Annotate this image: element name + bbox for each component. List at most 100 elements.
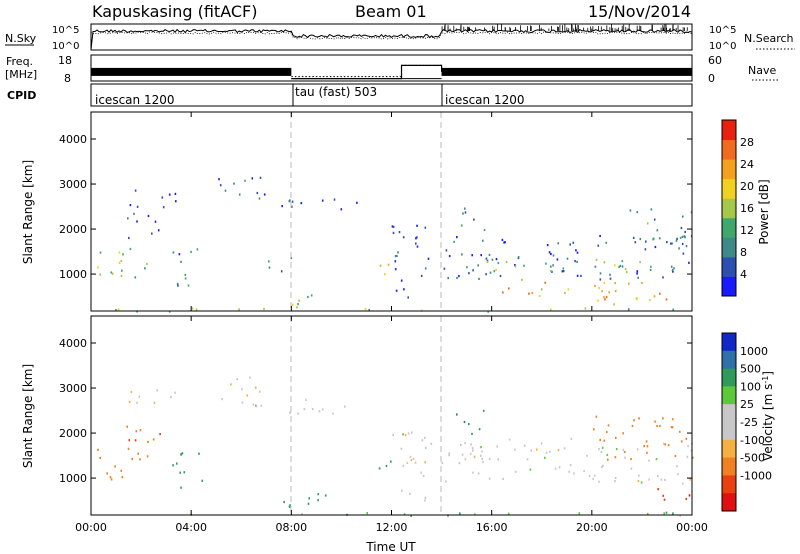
power-colorbar-swatch — [722, 139, 736, 160]
velocity-colorbar-label-main: Velocity [m s — [761, 384, 775, 461]
power-cell — [517, 256, 520, 259]
velocity-cell — [664, 443, 667, 446]
power-cell — [478, 277, 480, 280]
power-cell — [495, 258, 498, 261]
power-cell — [445, 249, 448, 252]
velocity-cell — [685, 497, 688, 501]
velocity-cell — [258, 390, 261, 393]
frequency-tick-bottom: 8 — [64, 72, 71, 85]
nave-tick-bottom: 0 — [708, 72, 715, 85]
power-cell — [636, 272, 638, 275]
power-cell — [605, 295, 608, 299]
velocity-cell — [469, 452, 472, 455]
power-colorbar-swatch — [722, 159, 736, 180]
power-cell — [608, 291, 610, 294]
velocity-cell — [392, 433, 394, 436]
velocity-data-cells — [97, 376, 694, 517]
velocity-cell — [676, 465, 678, 468]
power-cell — [392, 225, 395, 228]
velocity-cell — [607, 458, 609, 461]
velocity-cell — [424, 436, 426, 439]
power-cell — [268, 260, 270, 263]
power-cell — [460, 224, 463, 227]
velocity-cell — [662, 417, 664, 420]
velocity-cell — [630, 467, 633, 470]
frequency-step — [291, 64, 443, 80]
power-cell — [298, 299, 300, 302]
power-cell — [485, 257, 488, 260]
velocity-cell — [637, 479, 640, 483]
velocity-cell — [601, 446, 604, 449]
velocity-cell — [390, 460, 392, 463]
noise-right-label: N.Search — [744, 32, 794, 45]
station-title: Kapuskasing (fitACF) — [92, 2, 257, 21]
velocity-cell — [679, 514, 681, 517]
power-cell — [628, 282, 630, 285]
power-cell — [218, 178, 220, 181]
velocity-cell — [458, 462, 461, 465]
cpid-label: CPID — [7, 89, 36, 102]
power-cell — [491, 258, 494, 261]
velocity-cell — [563, 447, 566, 450]
velocity-cell — [643, 445, 645, 448]
velocity-cell — [471, 447, 474, 450]
velocity-cell — [430, 442, 433, 445]
power-cell — [561, 270, 564, 273]
velocity-cell — [482, 461, 484, 464]
power-cell — [424, 226, 427, 229]
velocity-cell — [198, 452, 200, 455]
power-cell — [485, 273, 487, 276]
power-cell — [528, 292, 530, 295]
velocity-cell — [110, 478, 113, 481]
power-y-ticks: 1000 2000 3000 4000 — [59, 133, 692, 281]
y-tick-label: 4000 — [59, 133, 87, 146]
velocity-cell — [172, 464, 174, 467]
power-colorbar-swatch — [722, 217, 736, 238]
velocity-cell — [441, 461, 444, 464]
power-cell — [238, 308, 240, 311]
power-cell — [238, 193, 241, 196]
power-cell — [580, 274, 582, 277]
velocity-cell — [601, 466, 603, 469]
power-cell — [576, 251, 579, 254]
power-cell — [462, 212, 464, 215]
power-cell — [503, 241, 505, 244]
velocity-cell — [460, 443, 462, 446]
power-cell — [473, 218, 475, 221]
power-cell — [598, 286, 600, 290]
noise-panel: N.Sky 10^5 10^0 10^5 10^0 N.Search — [5, 23, 795, 52]
power-cell — [115, 308, 117, 312]
power-cell — [121, 269, 123, 272]
power-cell — [134, 276, 137, 279]
velocity-cell — [688, 494, 691, 497]
power-cell — [621, 265, 624, 268]
power-cell — [625, 270, 628, 274]
power-cell — [650, 265, 652, 268]
power-cell — [99, 251, 102, 254]
velocity-cell — [318, 410, 321, 413]
velocity-cell — [603, 439, 606, 442]
velocity-cell — [488, 457, 491, 461]
power-cell — [658, 237, 661, 240]
velocity-cell — [657, 488, 659, 491]
power-cell — [263, 193, 266, 196]
power-cell — [483, 228, 486, 232]
power-cell — [468, 272, 470, 275]
power-data-cells — [97, 176, 693, 313]
power-cell — [548, 251, 551, 254]
power-cell — [472, 269, 474, 272]
velocity-cell — [677, 473, 679, 476]
velocity-cell — [289, 504, 291, 507]
power-cell — [504, 241, 506, 244]
power-cell — [99, 273, 101, 276]
power-cell — [117, 308, 120, 311]
power-cell — [168, 193, 171, 196]
velocity-cell — [410, 431, 413, 434]
power-cell — [120, 259, 123, 262]
power-cell — [281, 205, 283, 208]
power-cell — [184, 273, 187, 276]
power-cell — [567, 288, 570, 291]
velocity-cell — [121, 476, 124, 479]
power-cell — [493, 270, 496, 273]
